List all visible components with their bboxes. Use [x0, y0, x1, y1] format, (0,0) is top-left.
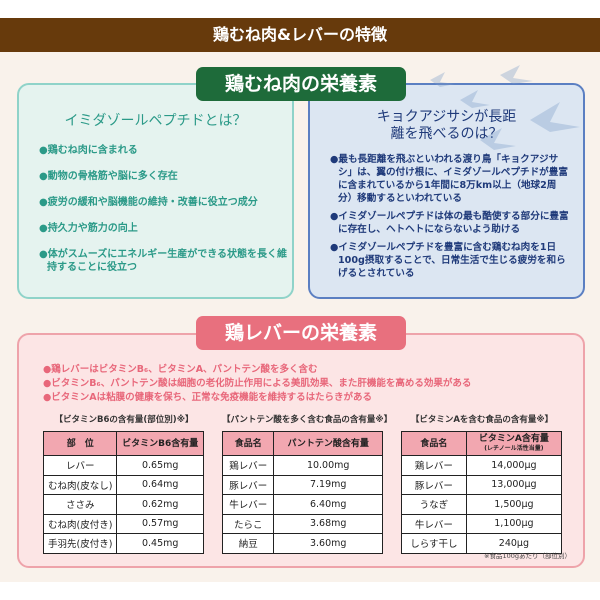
table-cell: 13,000μg	[465, 474, 563, 495]
table-row: うなぎ 1,500μg	[401, 494, 563, 515]
table-row: 牛レバー 6.40mg	[221, 494, 383, 515]
table-cell: 0.57mg	[116, 513, 204, 534]
table-cell: 7.19mg	[273, 474, 383, 495]
table-row: むね肉(皮付き) 0.57mg	[42, 513, 204, 534]
column-header: パントテン酸含有量	[273, 431, 383, 456]
table-cell: 10.00mg	[273, 455, 383, 476]
column-header: ビタミンB6含有量	[116, 431, 204, 456]
table-row: むね肉(皮なし) 0.64mg	[42, 474, 204, 495]
table-cell: しらす干し	[401, 533, 467, 554]
table-cell: ささみ	[42, 494, 118, 515]
liver-section-label: 鶏レバーの栄養素	[196, 316, 406, 350]
table-cell: 0.62mg	[116, 494, 204, 515]
table-cell: 0.65mg	[116, 455, 204, 476]
table-cell: たらこ	[221, 513, 275, 534]
bullet-item: ●鶏レバーはビタミンB₆、ビタミンA、パントテン酸を多く含む	[43, 364, 318, 375]
table-cell: 0.45mg	[116, 533, 204, 554]
table-row: ささみ 0.62mg	[42, 494, 204, 515]
table-cell: 240μg	[465, 533, 563, 554]
column-header: ビタミンA含有量 (レチノール活性当量)	[465, 431, 563, 456]
table-row: 豚レバー 7.19mg	[221, 474, 383, 495]
column-header: 食品名	[401, 431, 467, 456]
table-row: 手羽先(皮付き) 0.45mg	[42, 533, 204, 554]
bullet-item: ●ビタミンB₆、パントテン酸は細胞の老化防止作用による美肌効果、また肝機能を高め…	[43, 378, 472, 389]
nutrient-table-1: 【ビタミンB6の含有量(部位別)※】部 位ビタミンB6含有量 レバー 0.65mg む…	[42, 413, 205, 554]
bullet-item: ●鶏むね肉に含まれる	[39, 145, 138, 156]
table-row: しらす干し 240μg	[401, 533, 563, 554]
table-cell: 1,500μg	[465, 494, 563, 515]
column-header: 部 位	[42, 431, 118, 456]
table-title: 【パントテン酸を多く含む食品の含有量※】	[222, 415, 393, 425]
table-title: 【ビタミンAを含む食品の含有量※】	[410, 415, 554, 425]
bullet-item: ●疲労の緩和や脳機能の維持・改善に役立つ成分	[39, 197, 258, 208]
bullet-item: ●体がスムーズにエネルギー生産ができる状態を長く維持することに役立つ	[39, 249, 288, 273]
table-cell: 牛レバー	[221, 494, 275, 515]
table-row: レバー 0.65mg	[42, 455, 204, 476]
table-cell: 納豆	[221, 533, 275, 554]
table-row: 牛レバー 1,100μg	[401, 513, 563, 534]
table-cell: 0.64mg	[116, 474, 204, 495]
column-header: 食品名	[221, 431, 275, 456]
table-row: 鶏レバー 10.00mg	[221, 455, 383, 476]
birds-illustration	[430, 65, 580, 150]
table-cell: 3.60mg	[273, 533, 383, 554]
table-cell: 鶏レバー	[401, 455, 467, 476]
liver-panel: ●鶏レバーはビタミンB₆、ビタミンA、パントテン酸を多く含む ●ビタミンB₆、パン…	[17, 333, 585, 568]
table-cell: 豚レバー	[221, 474, 275, 495]
bullet-item: ●イミダゾールペプチドは体の最も酷使する部分に豊富に存在し、ヘトヘトにならないよ…	[330, 211, 569, 235]
bullet-item: ●動物の骨格筋や脳に多く存在	[39, 171, 178, 182]
chicken-section-label: 鶏むね肉の栄養素	[196, 67, 406, 101]
table-row: たらこ 3.68mg	[221, 513, 383, 534]
bullet-item: ●イミダゾールペプチドを豊富に含む鶏むね肉を1日100g摂取することで、日常生活…	[330, 242, 566, 279]
table-row: 鶏レバー 14,000μg	[401, 455, 563, 476]
imidazole-panel: イミダゾールペプチドとは？ ●鶏むね肉に含まれる ●動物の骨格筋や脳に多く存在 ●疲…	[17, 83, 294, 299]
table-cell: 6.40mg	[273, 494, 383, 515]
arctic-tern-heading: キョクアジサシが長距離を飛べるのは？	[376, 109, 517, 142]
table-cell: 3.68mg	[273, 513, 383, 534]
table-cell: むね肉(皮なし)	[42, 474, 118, 495]
table-cell: 牛レバー	[401, 513, 467, 534]
table-row: 豚レバー 13,000μg	[401, 474, 563, 495]
nutrient-table-2: 【パントテン酸を多く含む食品の含有量※】食品名 パントテン酸含有量 鶏レバー 10.0…	[221, 413, 393, 554]
table-cell: うなぎ	[401, 494, 467, 515]
table-row: 納豆 3.60mg	[221, 533, 383, 554]
bullet-item: ●持久力や筋力の向上	[39, 223, 138, 234]
table-cell: 14,000μg	[465, 455, 563, 476]
table-cell: 1,100μg	[465, 513, 563, 534]
bullet-item: ●ビタミンAは粘膜の健康を保ち、正常な免疫機能を維持するはたらきがある	[43, 392, 372, 403]
table-cell: むね肉(皮付き)	[42, 513, 118, 534]
footnote: ※食品100gあたり（部位別）	[484, 552, 571, 560]
page-title: 鶏むね肉&レバーの特徴	[0, 18, 600, 52]
table-cell: 鶏レバー	[221, 455, 275, 476]
nutrient-table-3: 【ビタミンAを含む食品の含有量※】食品名 ビタミンA含有量 (レチノール活性当量) 鶏…	[401, 413, 563, 554]
table-title: 【ビタミンB6の含有量(部位別)※】	[54, 415, 194, 425]
table-cell: レバー	[42, 455, 118, 476]
arctic-tern-panel: キョクアジサシが長距離を飛べるのは？ ●最も長距離を飛ぶといわれる渡り鳥「キョク…	[308, 83, 585, 299]
table-cell: 手羽先(皮付き)	[42, 533, 118, 554]
imidazole-heading: イミダゾールペプチドとは？	[64, 113, 247, 129]
bullet-item: ●最も長距離を飛ぶといわれる渡り鳥「キョクアジサシ」は、翼の付け根に、イミダゾー…	[330, 154, 568, 204]
table-cell: 豚レバー	[401, 474, 467, 495]
